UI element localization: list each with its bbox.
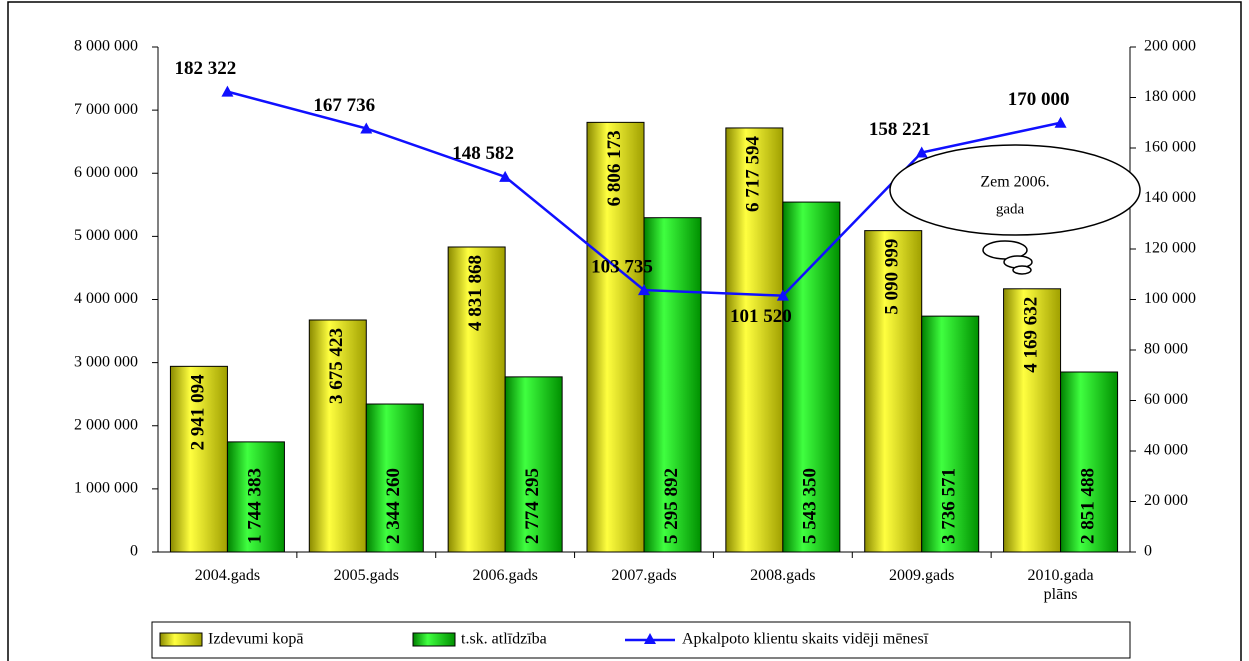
legend-swatch bbox=[160, 633, 202, 646]
data-label: 5 543 350 bbox=[800, 468, 821, 544]
y-tick-label: 7 000 000 bbox=[74, 101, 138, 118]
x-tick-label: 2004.gads bbox=[182, 566, 272, 585]
data-label: 6 717 594 bbox=[743, 135, 764, 212]
chart: 0 1 000 000 2 000 000 3 000 000 4 000 000 5 0… bbox=[0, 0, 1249, 661]
y2-tick-label: 200 000 bbox=[1144, 38, 1196, 55]
y-tick-label: 2 000 000 bbox=[74, 416, 138, 433]
annotation: Zem 2006. bbox=[980, 174, 1049, 191]
data-label: 4 169 632 bbox=[1020, 297, 1041, 373]
line-marker bbox=[221, 86, 233, 97]
data-label: 182 322 bbox=[175, 58, 237, 79]
y-tick-label: 8 000 000 bbox=[74, 38, 138, 55]
y2-tick-label: 180 000 bbox=[1144, 88, 1196, 105]
chart-container: 0 1 000 000 2 000 000 3 000 000 4 000 000 5 0… bbox=[0, 0, 1249, 661]
data-label: 4 831 868 bbox=[465, 255, 486, 331]
data-label: 170 000 bbox=[1008, 89, 1070, 110]
data-label: 5 090 999 bbox=[882, 239, 903, 315]
legend-swatch bbox=[413, 633, 455, 646]
legend-label: Izdevumi kopā bbox=[208, 631, 304, 648]
data-label: 101 520 bbox=[730, 306, 792, 327]
legend-label: Apkalpoto klientu skaits vidēji mēnesī bbox=[682, 631, 929, 648]
data-label: 1 744 383 bbox=[244, 468, 265, 544]
y2-tick-label: 100 000 bbox=[1144, 290, 1196, 307]
data-label: 5 295 892 bbox=[661, 468, 682, 544]
data-label: 2 344 260 bbox=[383, 468, 404, 544]
data-label: 158 221 bbox=[869, 119, 931, 140]
x-tick-label: 2007.gads bbox=[599, 566, 689, 585]
data-label: 2 774 295 bbox=[522, 468, 543, 544]
y-tick-label: 5 000 000 bbox=[74, 227, 138, 244]
y2-tick-label: 160 000 bbox=[1144, 139, 1196, 156]
y-tick-label: 0 bbox=[130, 543, 138, 560]
data-label: 2 941 094 bbox=[187, 374, 208, 451]
y-tick-label: 6 000 000 bbox=[74, 164, 138, 181]
x-tick-label: 2009.gads bbox=[877, 566, 967, 585]
y-tick-label: 4 000 000 bbox=[74, 290, 138, 307]
x-tick-label: 2010.gada plāns bbox=[1016, 566, 1106, 604]
y2-tick-label: 20 000 bbox=[1144, 492, 1188, 509]
data-label: 103 735 bbox=[591, 256, 653, 277]
x-tick-label: 2008.gads bbox=[738, 566, 828, 585]
annotation: gada bbox=[996, 201, 1025, 217]
y2-tick-label: 60 000 bbox=[1144, 391, 1188, 408]
data-label: 167 736 bbox=[313, 95, 375, 116]
callout-cloud: Zem 2006. gada bbox=[890, 145, 1140, 274]
line-marker bbox=[1055, 117, 1067, 128]
data-label: 3 736 571 bbox=[939, 468, 960, 544]
x-tick-label: 2005.gads bbox=[321, 566, 411, 585]
y-tick-label: 1 000 000 bbox=[74, 480, 138, 497]
y2-tick-label: 0 bbox=[1144, 543, 1152, 560]
data-label: 148 582 bbox=[452, 143, 514, 164]
y2-tick-label: 140 000 bbox=[1144, 189, 1196, 206]
x-tick-label: 2006.gads bbox=[460, 566, 550, 585]
data-label: 3 675 423 bbox=[326, 328, 347, 404]
y-tick-label: 3 000 000 bbox=[74, 353, 138, 370]
data-label: 6 806 173 bbox=[604, 130, 625, 206]
y2-tick-label: 120 000 bbox=[1144, 240, 1196, 257]
y2-tick-label: 80 000 bbox=[1144, 341, 1188, 358]
y2-tick-label: 40 000 bbox=[1144, 442, 1188, 459]
legend-label: t.sk. atlīdzība bbox=[461, 631, 547, 648]
data-label: 2 851 488 bbox=[1077, 468, 1098, 544]
